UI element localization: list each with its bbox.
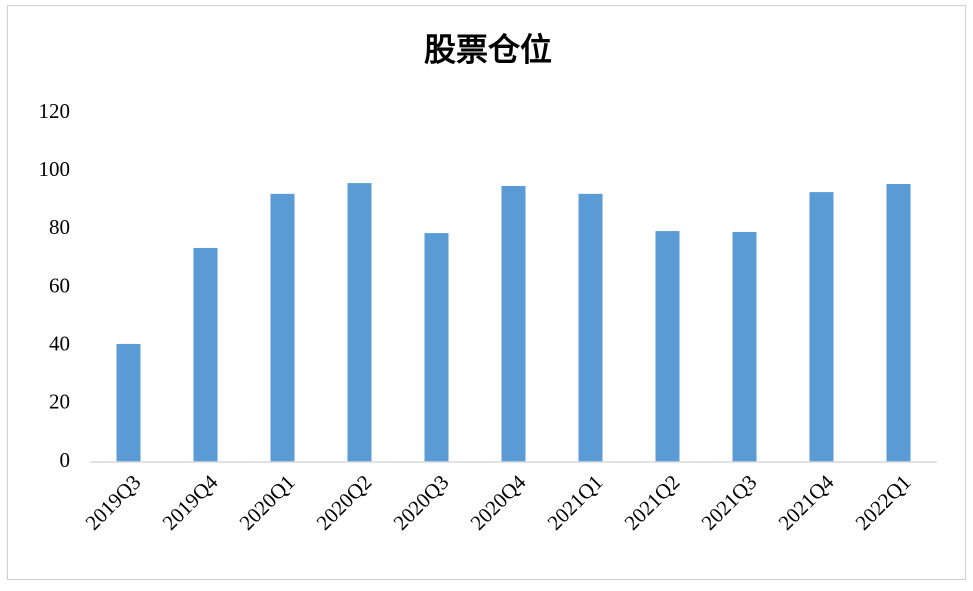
bar xyxy=(655,231,680,462)
chart-border xyxy=(7,5,966,580)
y-tick-label: 0 xyxy=(60,448,71,472)
bar xyxy=(886,183,911,463)
y-tick-label: 60 xyxy=(49,273,70,297)
bar xyxy=(732,231,757,462)
y-tick-label: 20 xyxy=(49,390,70,414)
y-tick-label: 80 xyxy=(49,215,70,239)
y-tick-label: 100 xyxy=(39,157,71,181)
bar xyxy=(116,343,141,462)
bar xyxy=(578,193,603,462)
bar xyxy=(347,183,372,463)
y-tick-label: 120 xyxy=(39,99,71,123)
bar xyxy=(809,192,834,462)
bar xyxy=(193,247,218,462)
bar xyxy=(501,185,526,463)
bar xyxy=(424,233,449,462)
bar xyxy=(270,193,295,462)
y-tick-label: 40 xyxy=(49,331,70,355)
chart-title: 股票仓位 xyxy=(424,31,552,67)
